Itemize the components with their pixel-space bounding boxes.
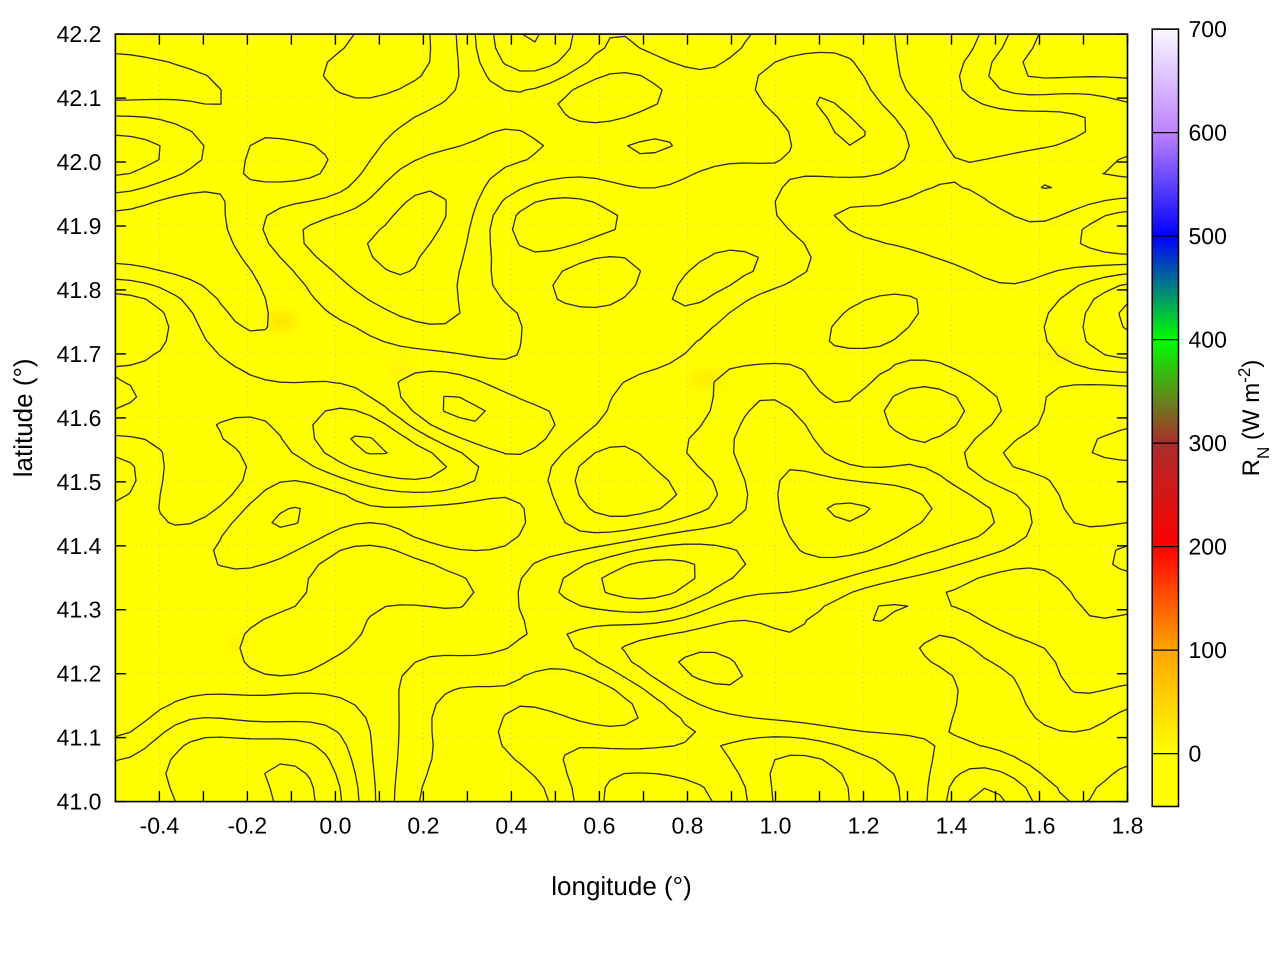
svg-text:1.6: 1.6 [1024, 813, 1056, 839]
svg-text:600: 600 [1189, 120, 1227, 146]
svg-text:0.8: 0.8 [672, 813, 704, 839]
svg-text:42.1: 42.1 [57, 85, 102, 111]
svg-text:42.0: 42.0 [57, 149, 102, 175]
svg-text:41.9: 41.9 [57, 213, 102, 239]
svg-text:1.2: 1.2 [848, 813, 880, 839]
svg-text:200: 200 [1189, 534, 1227, 560]
svg-text:41.7: 41.7 [57, 341, 102, 367]
svg-text:41.0: 41.0 [57, 789, 102, 815]
svg-text:41.2: 41.2 [57, 661, 102, 687]
svg-text:42.2: 42.2 [57, 21, 102, 47]
svg-text:100: 100 [1189, 637, 1227, 663]
svg-text:0.4: 0.4 [495, 813, 527, 839]
svg-text:500: 500 [1189, 223, 1227, 249]
svg-text:0: 0 [1189, 741, 1202, 767]
svg-text:41.4: 41.4 [57, 533, 102, 559]
svg-text:41.3: 41.3 [57, 597, 102, 623]
svg-text:-0.2: -0.2 [228, 813, 268, 839]
svg-text:300: 300 [1189, 430, 1227, 456]
svg-text:41.1: 41.1 [57, 725, 102, 751]
svg-text:1.8: 1.8 [1112, 813, 1144, 839]
svg-text:RN (W m-2): RN (W m-2) [1235, 360, 1273, 477]
svg-text:41.6: 41.6 [57, 405, 102, 431]
svg-text:1.4: 1.4 [936, 813, 968, 839]
svg-text:400: 400 [1189, 327, 1227, 353]
svg-text:700: 700 [1189, 16, 1227, 42]
svg-text:41.5: 41.5 [57, 469, 102, 495]
svg-text:1.0: 1.0 [760, 813, 792, 839]
svg-text:latitude (°): latitude (°) [8, 358, 38, 477]
svg-text:longitude (°): longitude (°) [551, 871, 691, 901]
svg-text:41.8: 41.8 [57, 277, 102, 303]
svg-text:0.0: 0.0 [319, 813, 351, 839]
svg-text:-0.4: -0.4 [140, 813, 180, 839]
svg-text:0.6: 0.6 [583, 813, 615, 839]
svg-text:0.2: 0.2 [407, 813, 439, 839]
